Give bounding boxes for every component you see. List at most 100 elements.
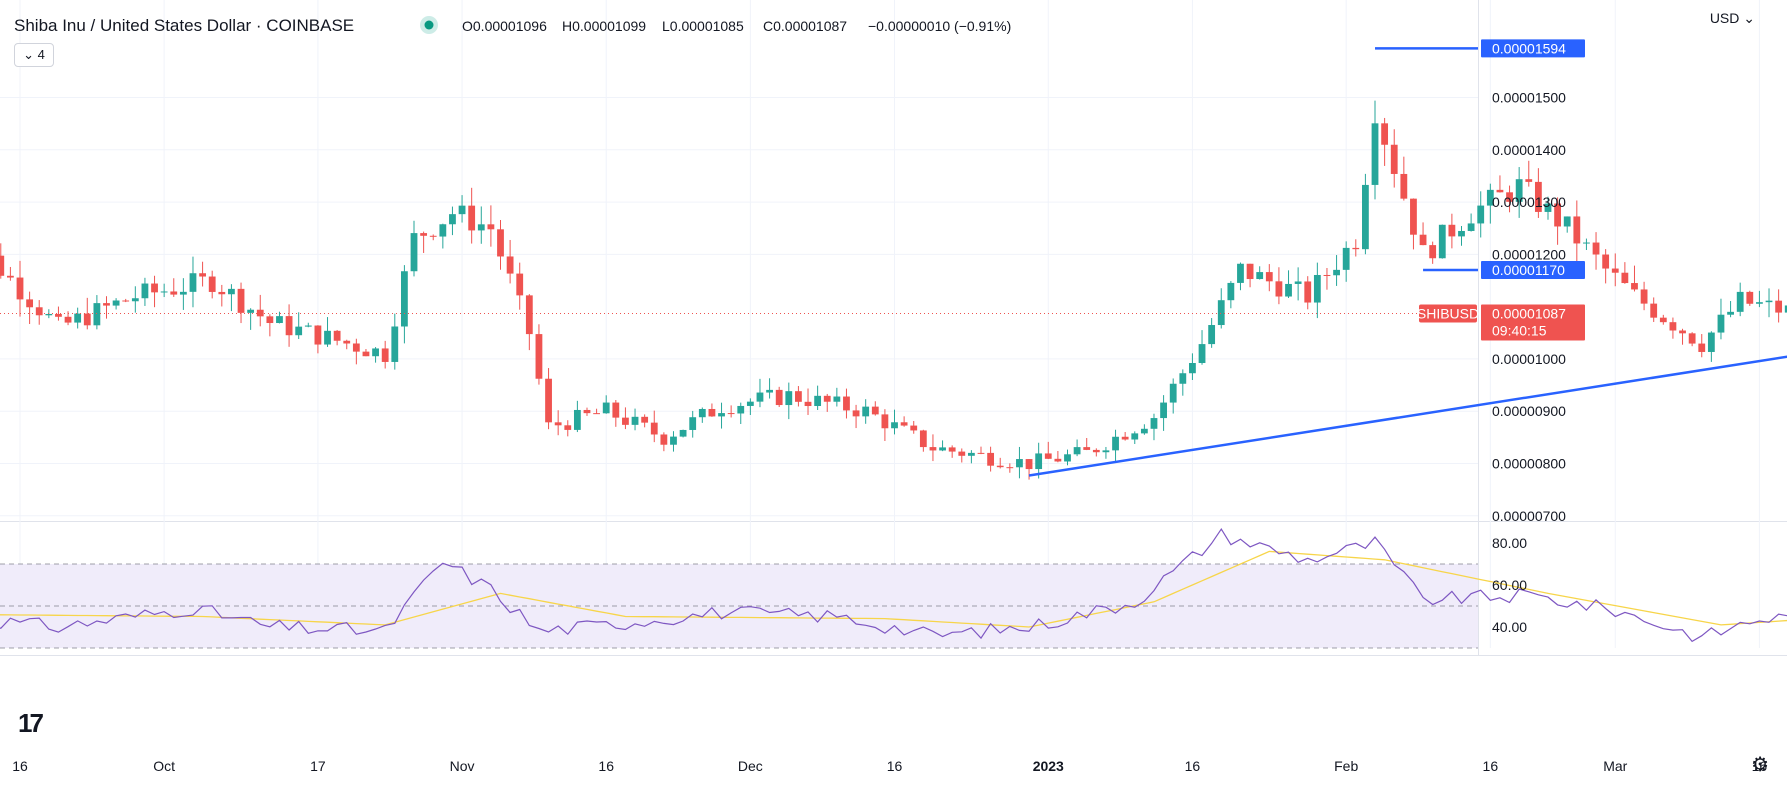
candle-body xyxy=(1121,436,1129,440)
candle-body xyxy=(1169,383,1177,403)
candle-body xyxy=(545,378,552,423)
candle-body xyxy=(1775,300,1783,313)
candle-body xyxy=(564,425,572,430)
currency-selector[interactable]: USD ⌄ xyxy=(1710,10,1755,27)
candle-body xyxy=(641,416,649,423)
symbol-tag xyxy=(1419,304,1477,323)
tradingview-logo-icon: 17 xyxy=(18,708,44,738)
ohlc-change: −0.00000010 (−0.91%) xyxy=(868,18,1011,34)
candle-body xyxy=(1429,245,1437,259)
candle-body xyxy=(0,255,5,276)
candle-body xyxy=(477,224,485,231)
candle-body xyxy=(228,288,235,295)
candle-body xyxy=(314,325,322,345)
candle-body xyxy=(871,406,879,415)
candle-body xyxy=(333,330,341,341)
candle-body xyxy=(1160,402,1167,419)
candle-body xyxy=(516,273,524,296)
x-tick-label: 16 xyxy=(887,758,903,774)
candle-body xyxy=(1486,189,1494,206)
candle-body xyxy=(977,452,985,454)
rsi-tick-label: 80.00 xyxy=(1492,535,1527,551)
candle-body xyxy=(670,436,677,445)
symbol-title: Shiba Inu / United States Dollar · COINB… xyxy=(14,16,354,35)
candle-body xyxy=(1621,272,1629,284)
candle-body xyxy=(1688,333,1696,344)
candle-body xyxy=(1246,263,1254,280)
price-tag-label: 0.00001087 xyxy=(1492,305,1566,321)
candle-body xyxy=(458,205,466,215)
ohlc-open: O0.00001096 xyxy=(462,18,547,34)
chevron-down-icon: ⌄ xyxy=(1739,10,1755,26)
candle-body xyxy=(948,447,956,452)
candle-body xyxy=(929,447,937,451)
candle-body xyxy=(1477,205,1485,224)
candle-body xyxy=(814,395,822,407)
candle-body xyxy=(1006,467,1014,469)
candle-body xyxy=(1044,453,1052,459)
price-tag xyxy=(1481,304,1585,341)
candle-body xyxy=(650,422,658,435)
x-tick-label: 16 xyxy=(1752,758,1768,774)
candle-body xyxy=(1438,224,1446,259)
rsi-line xyxy=(0,527,1787,643)
candle-body xyxy=(718,413,725,417)
candle-body xyxy=(112,300,120,306)
candle-body xyxy=(1064,454,1071,462)
candle-body xyxy=(622,417,629,425)
candle-body xyxy=(218,291,226,295)
candle-body xyxy=(1371,123,1379,185)
x-tick-label: Mar xyxy=(1603,758,1627,774)
candle-body xyxy=(939,447,946,451)
candle-body xyxy=(910,425,918,431)
candle-body xyxy=(1736,291,1744,312)
candle-body xyxy=(372,348,379,357)
candle-body xyxy=(93,303,101,326)
candle-body xyxy=(420,233,428,236)
candle-body xyxy=(689,417,697,430)
candle-body xyxy=(35,307,43,316)
candle-body xyxy=(189,273,197,292)
chart-grid xyxy=(0,0,1787,656)
candle-body xyxy=(1506,192,1513,202)
candle-body xyxy=(833,396,841,402)
candle-body xyxy=(1717,314,1725,333)
candle-body xyxy=(1756,302,1763,304)
candle-body xyxy=(208,276,216,292)
candle-body xyxy=(6,275,14,278)
candle-body xyxy=(1563,216,1571,227)
candle-body xyxy=(1640,289,1648,304)
price-axis: 0.00001500 0.00001400 0.00001300 0.00001200… xyxy=(1417,39,1585,635)
candle-body xyxy=(1554,203,1561,227)
candle-body xyxy=(1150,418,1158,429)
candle-body xyxy=(1217,300,1225,326)
candle-body xyxy=(1227,282,1235,301)
candle-body xyxy=(131,298,139,302)
candle-body xyxy=(891,422,898,429)
candle-body xyxy=(247,309,255,313)
candle-body xyxy=(573,409,581,430)
candle-body xyxy=(1784,305,1787,313)
candle-body xyxy=(1746,291,1754,304)
indicators-toggle-button[interactable]: ⌄ 4 xyxy=(14,43,54,67)
candle-body xyxy=(103,303,110,306)
candle-body xyxy=(1035,453,1043,470)
x-tick-label: 16 xyxy=(12,758,28,774)
y-tick-label: 0.00000700 xyxy=(1492,508,1566,524)
candle-body xyxy=(900,422,908,426)
gear-icon[interactable]: ⚙ xyxy=(1751,754,1769,776)
candle-body xyxy=(843,396,850,411)
candle-body xyxy=(55,313,62,317)
candle-body xyxy=(919,430,927,448)
candle-body xyxy=(862,406,870,417)
price-tag xyxy=(1481,39,1585,58)
candle-body xyxy=(593,413,600,415)
rsi-series xyxy=(0,527,1787,643)
candle-body xyxy=(1390,144,1398,174)
candle-body xyxy=(468,205,476,231)
candle-body xyxy=(1458,230,1465,237)
candle-body xyxy=(1659,317,1667,323)
candle-body xyxy=(1025,459,1033,470)
candle-body xyxy=(583,409,591,414)
